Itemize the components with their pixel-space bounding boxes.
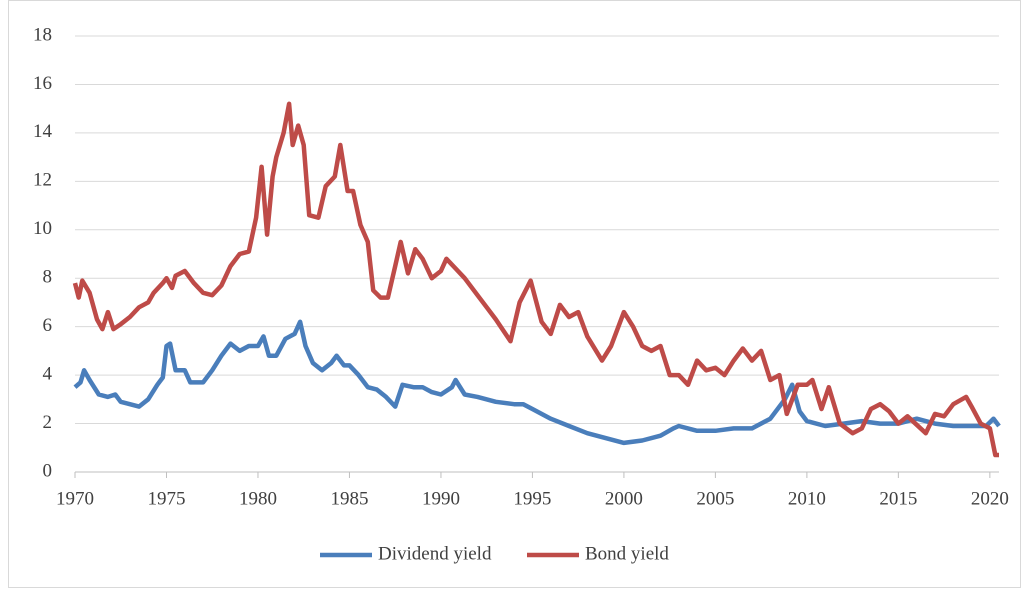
x-tick-label: 2000	[605, 488, 643, 509]
y-tick-label: 18	[33, 24, 52, 45]
series-line	[72, 101, 999, 458]
y-tick-label: 16	[33, 73, 52, 94]
x-tick-label: 1990	[422, 488, 460, 509]
y-tick-label: 10	[33, 218, 52, 239]
y-tick-label: 2	[43, 412, 53, 433]
legend-label: Dividend yield	[378, 543, 492, 564]
y-tick-label: 14	[33, 121, 53, 142]
legend-label: Bond yield	[585, 543, 669, 564]
x-tick-label: 2015	[879, 488, 917, 509]
x-tick-label: 2005	[696, 488, 734, 509]
chart-frame	[8, 0, 1021, 588]
x-tick-label: 2020	[971, 488, 1009, 509]
x-tick-label: 1975	[147, 488, 185, 509]
y-tick-label: 12	[33, 170, 52, 191]
x-tick-label: 2010	[788, 488, 826, 509]
series-line	[73, 319, 1001, 446]
x-tick-label: 1970	[56, 488, 94, 509]
x-tick-label: 1980	[239, 488, 277, 509]
y-tick-label: 6	[43, 315, 53, 336]
y-tick-label: 4	[43, 363, 53, 384]
x-tick-label: 1985	[330, 488, 368, 509]
y-tick-label: 0	[43, 460, 53, 481]
y-tick-label: 8	[43, 267, 53, 288]
x-tick-label: 1995	[513, 488, 551, 509]
